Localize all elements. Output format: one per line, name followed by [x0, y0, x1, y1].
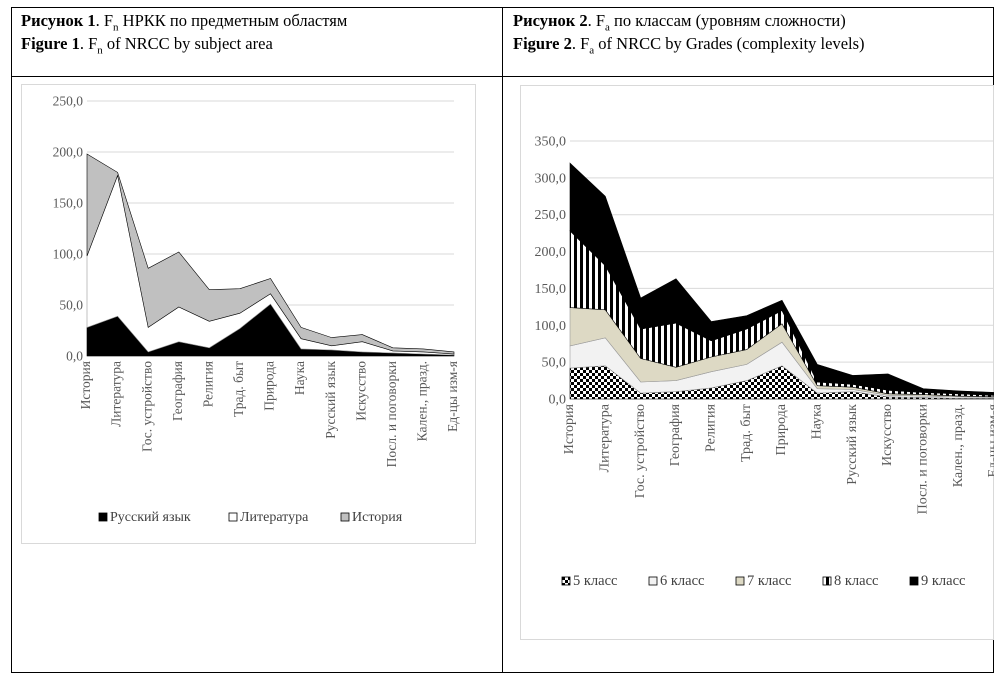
chart1-legend-swatch-1	[98, 512, 108, 522]
chart1-xtick-label: Русский язык	[323, 361, 338, 439]
chart1-ytick-label: 250,0	[53, 94, 84, 109]
chart1-xtick-label: Искусство	[353, 361, 368, 421]
chart1-xtick-label: Кален., празд.	[415, 361, 430, 441]
chart2-xtick-label: Литература	[598, 403, 613, 472]
chart2-ytick-label: 350,0	[535, 135, 567, 150]
chart2-ytick-label: 150,0	[535, 282, 567, 297]
chart2-area-series-5	[569, 162, 994, 396]
chart1-xtick-label: Природа	[262, 361, 277, 411]
chart2-legend-swatch-2	[648, 576, 658, 586]
chart2-legend-swatch-3	[735, 576, 745, 586]
chart1-xtick-label: Трад. быт	[231, 361, 246, 417]
table-border-divider	[502, 7, 503, 673]
chart2-xtick-label: Природа	[774, 403, 789, 455]
chart2-legend-swatch-4	[822, 576, 832, 586]
chart1-ytick-label: 50,0	[59, 298, 83, 313]
chart2-xtick-label: Ед-цы изм-я	[986, 403, 994, 477]
chart1-xtick-label: История	[78, 361, 93, 409]
chart1-xtick-label: География	[170, 361, 185, 421]
chart1-area-series-3	[86, 153, 455, 355]
chart1-ytick-label: 150,0	[53, 196, 84, 211]
chart1-xtick-label: Литература	[109, 361, 124, 427]
chart2-legend-swatch-1	[561, 576, 571, 586]
chart1-xtick-label: Гос. устройство	[139, 361, 154, 452]
chart2-ytick-label: 100,0	[535, 319, 567, 334]
chart2-xtick-label: Искусство	[880, 404, 895, 466]
chart2-xtick-label: Кален., празд.	[951, 404, 966, 487]
chart2-legend-label: 8 класс	[834, 573, 878, 589]
chart1-xtick-label: Посл. и поговорки	[384, 361, 399, 467]
chart1-legend-swatch-2	[228, 512, 238, 522]
chart2-ytick-label: 250,0	[535, 208, 567, 223]
chart2-legend-label: 9 класс	[921, 573, 965, 589]
chart2-ytick-label: 300,0	[535, 171, 567, 186]
chart1-legend-label: Литература	[240, 510, 309, 525]
chart1-legend-swatch-3	[340, 512, 350, 522]
chart2-xtick-label: География	[668, 403, 683, 466]
table-border-left	[11, 7, 12, 673]
figure2-caption-en: Figure 2. Fa of NRCC by Grades (complexi…	[513, 34, 865, 57]
chart2-ytick-label: 200,0	[535, 245, 567, 260]
chart2-xtick-label: Трад. быт	[739, 404, 754, 462]
figure1-caption-ru: Рисунок 1. Fn НРКК по предметным областя…	[21, 11, 348, 34]
chart-figure1: 0,0 50,0 100,0 150,0 200,0 250,0 История Литера…	[21, 84, 476, 544]
chart-figure2: 0,0 50,0 100,0 150,0 200,0 250,0 300,0 350,0 Ист…	[520, 85, 994, 640]
chart2-legend-swatch-5	[909, 576, 919, 586]
chart2-legend-label: 6 класс	[660, 573, 704, 589]
chart2-legend-label: 5 класс	[573, 573, 617, 589]
chart2-xtick-label: Религия	[704, 403, 719, 452]
chart2-xtick-label: История	[562, 403, 577, 454]
chart1-legend-label: История	[352, 510, 403, 525]
figure2-caption-ru: Рисунок 2. Fa по классам (уровням сложно…	[513, 11, 846, 34]
chart1-ytick-label: 0,0	[66, 349, 83, 364]
chart2-xtick-label: Посл. и поговорки	[916, 404, 931, 515]
chart2-xtick-label: Гос. устройство	[633, 404, 648, 498]
chart2-ytick-label: 50,0	[542, 356, 567, 371]
chart1-ytick-label: 200,0	[53, 145, 84, 160]
chart1-xtick-label: Наука	[292, 361, 307, 395]
chart2-xtick-label: Русский язык	[845, 404, 860, 485]
chart1-ytick-label: 100,0	[53, 247, 84, 262]
chart2-xtick-label: Наука	[810, 403, 825, 439]
chart2-ytick-label: 0,0	[549, 393, 567, 408]
chart2-legend-label: 7 класс	[747, 573, 791, 589]
figure1-caption-en: Figure 1. Fn of NRCC by subject area	[21, 34, 273, 57]
chart1-xtick-label: Ед-цы изм-я	[445, 361, 460, 432]
chart1-xtick-label: Религия	[200, 361, 215, 407]
chart1-legend-label: Русский язык	[110, 510, 191, 525]
